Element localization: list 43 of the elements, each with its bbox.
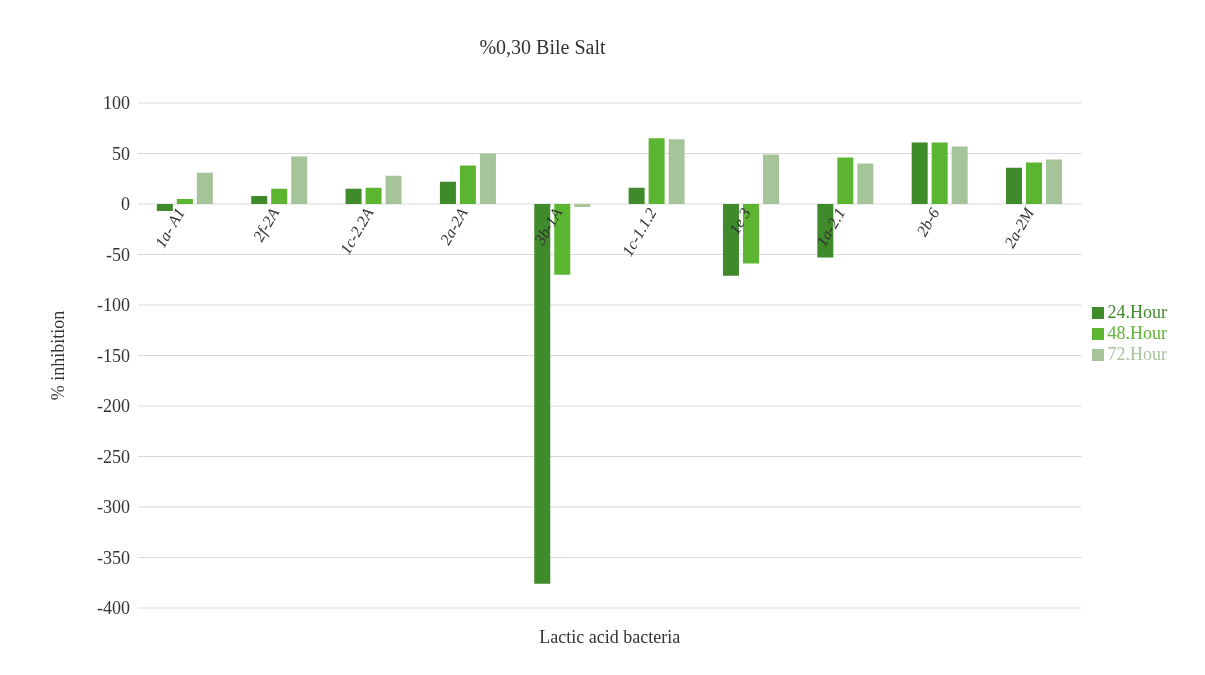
bar	[291, 156, 308, 204]
y-axis-title: % inhibition	[48, 310, 69, 401]
y-tick-label: 100	[103, 93, 130, 114]
x-tick-label: 1a- A1	[151, 205, 188, 251]
bar	[176, 198, 193, 204]
bar	[931, 142, 948, 204]
x-axis-title: Lactic acid bacteria	[539, 627, 681, 647]
bar	[479, 153, 496, 204]
bar	[385, 175, 402, 204]
bar	[1006, 167, 1023, 204]
bar	[365, 187, 382, 204]
bar	[196, 172, 213, 204]
legend-label: 48.Hour	[1107, 322, 1167, 343]
bar	[459, 165, 476, 204]
y-tick-label: -200	[97, 396, 130, 417]
bar	[251, 195, 268, 204]
bar	[857, 163, 874, 204]
bar	[837, 157, 854, 204]
y-tick-label: -400	[97, 598, 130, 619]
bar	[1046, 159, 1063, 204]
y-tick-label: 50	[112, 143, 130, 164]
y-tick-label: 0	[121, 194, 130, 215]
y-tick-label: -150	[97, 345, 130, 366]
bar	[628, 187, 645, 204]
bar	[271, 188, 288, 204]
bar	[574, 204, 591, 208]
y-tick-label: -300	[97, 497, 130, 518]
bar	[762, 154, 779, 204]
y-tick-label: -250	[97, 446, 130, 467]
y-tick-label: -50	[106, 244, 130, 265]
bar	[439, 181, 456, 204]
bar	[951, 146, 968, 204]
legend-label: 72.Hour	[1107, 343, 1167, 364]
bar	[345, 188, 362, 204]
x-tick-label: 1e 3	[725, 205, 754, 237]
bar	[648, 138, 665, 204]
legend-label: 24.Hour	[1107, 301, 1167, 322]
y-tick-label: -100	[97, 295, 130, 316]
bar	[911, 142, 928, 204]
bar	[1026, 162, 1043, 204]
y-tick-label: -350	[97, 547, 130, 568]
bar	[668, 139, 685, 204]
chart-title: %0,30 Bile Salt	[478, 36, 607, 59]
